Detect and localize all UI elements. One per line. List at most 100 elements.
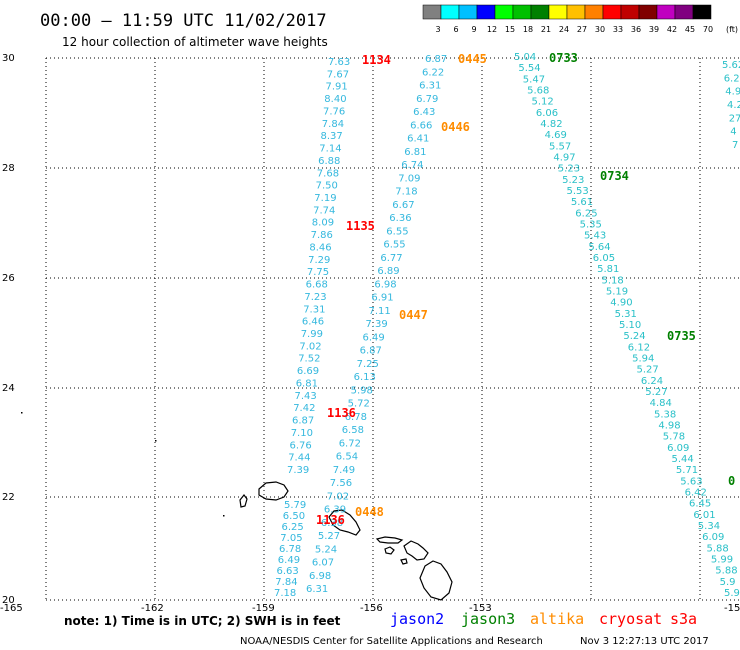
legend-swatch — [476, 4, 496, 20]
swh-value-track-d: 5.12 — [532, 97, 554, 108]
swh-value-track-b: 5.72 — [348, 399, 370, 410]
swh-value-track-e: 5.62 — [722, 60, 740, 71]
legend-value: 70 — [703, 25, 713, 34]
swh-value-track-d: 5.31 — [615, 309, 637, 320]
swh-value-track-b: 7.02 — [327, 491, 349, 502]
swh-value-track-b: 6.54 — [336, 452, 358, 463]
swh-value-track-d: 5.44 — [672, 454, 694, 465]
swh-value-track-a: 7.68 — [317, 168, 339, 179]
swh-value-track-a: 6.76 — [290, 440, 312, 451]
axis-labels: 30 28 26 24 22 20-165 -162 -159 -156 -153 -154 — [0, 53, 740, 614]
swh-value-track-a: 8.46 — [309, 243, 331, 254]
map-title: 00:00 – 11:59 UTC 11/02/2017 — [40, 11, 327, 31]
swh-value-track-d: 5.64 — [588, 242, 610, 253]
swh-value-track-d: 6.24 — [641, 376, 663, 387]
swh-value-track-d: 5.47 — [523, 74, 545, 85]
swh-value-track-c: 7.18 — [274, 588, 296, 599]
legend-cryosat: cryosat — [599, 610, 662, 628]
swh-value-track-b: 6.67 — [392, 200, 414, 211]
swh-value-track-a: 7.31 — [303, 304, 325, 315]
swh-value-track-b: 6.72 — [339, 438, 361, 449]
swh-value-track-d: 5.61 — [571, 197, 593, 208]
pass-time-cryosat: 1134 — [362, 53, 391, 67]
pass-time-altika: 0445 — [458, 52, 487, 66]
swh-value-track-a: 7.86 — [311, 230, 333, 241]
swh-value-track-c: 6.63 — [277, 566, 299, 577]
swh-value-track-b: 7.39 — [366, 319, 388, 330]
pass-time-labels: 1134 1135 1136 1136 0445 0446 0447 0448 0733 0734… — [316, 51, 735, 527]
swh-value-track-b: 6.31 — [419, 81, 441, 92]
legend-jason2: jason2 — [390, 610, 444, 628]
swh-value-track-d: 6.09 — [702, 532, 724, 543]
swh-value-track-c: 5.79 — [284, 500, 306, 511]
swh-value-track-a: 7.44 — [288, 453, 310, 464]
swh-value-track-b: 6.98 — [374, 279, 396, 290]
swh-value-track-a: 7.99 — [301, 329, 323, 340]
swh-value-track-b: 6.41 — [407, 134, 429, 145]
swh-value-track-d: 5.19 — [606, 287, 628, 298]
swh-value-track-d: 5.9 — [724, 588, 740, 599]
swh-value-track-a: 7.76 — [323, 107, 345, 118]
credit-center: NOAA/NESDIS Center for Satellite Applica… — [240, 636, 543, 647]
lon-tick-label: -162 — [141, 603, 164, 614]
legend-s3a: s3a — [670, 610, 697, 628]
swh-value-track-a: 6.88 — [318, 156, 340, 167]
lon-tick-label: -154 — [724, 603, 740, 614]
legend-swatch — [512, 4, 532, 20]
legend-altika: altika — [530, 610, 584, 628]
legend-value: 3 — [435, 25, 440, 34]
swh-value-track-b: 7.09 — [398, 173, 420, 184]
swh-value-track-b: 6.07 — [312, 558, 334, 569]
legend-swatch — [620, 4, 640, 20]
legend-swatch — [692, 4, 712, 20]
pass-time-altika: 0448 — [355, 505, 384, 519]
lat-tick-label: 28 — [2, 163, 15, 174]
swh-value-track-b: 6.31 — [306, 584, 328, 595]
swh-value-track-b: 6.13 — [354, 372, 376, 383]
swh-value-track-a: 7.23 — [304, 292, 326, 303]
pass-time-cryosat: 1136 — [327, 406, 356, 420]
legend-swatch — [656, 4, 676, 20]
legend-value: 15 — [505, 25, 515, 34]
swh-value-track-d: 5.9 — [720, 577, 736, 588]
swh-value-track-c: 6.25 — [282, 522, 304, 533]
swh-value-track-d: 6.12 — [628, 342, 650, 353]
pass-time-jason3: 0733 — [549, 51, 578, 65]
lon-tick-label: -153 — [469, 603, 492, 614]
swh-value-track-b: 6.77 — [380, 253, 402, 264]
swh-value-track-b: 6.81 — [404, 147, 426, 158]
swh-value-track-b: 7.49 — [333, 465, 355, 476]
swh-value-track-b: 6.66 — [410, 120, 432, 131]
pass-time-jason3: 0735 — [667, 329, 696, 343]
swh-value-track-c: 6.78 — [279, 544, 301, 555]
swh-value-track-a: 6.87 — [292, 416, 314, 427]
swh-value-track-a: 7.84 — [322, 119, 344, 130]
islet-1 — [155, 440, 157, 442]
hawaiian-islands — [21, 412, 453, 601]
lat-tick-label: 22 — [2, 492, 15, 503]
legend-swatch — [494, 4, 514, 20]
swh-value-track-a: 7.63 — [328, 57, 350, 68]
swh-value-track-e: 6.2 — [724, 73, 740, 84]
swh-value-track-b: 5.24 — [315, 544, 337, 555]
swh-value-track-c: 7.84 — [275, 577, 297, 588]
legend-value: 24 — [559, 25, 569, 34]
swh-value-track-b: 6.78 — [345, 412, 367, 423]
swh-value-track-e: 4 — [730, 127, 736, 138]
legend-value: 42 — [667, 25, 677, 34]
island-niihau — [239, 494, 248, 508]
swh-value-track-b: 6.98 — [309, 571, 331, 582]
legend-jason3: jason3 — [461, 610, 515, 628]
swh-value-track-d: 5.27 — [637, 365, 659, 376]
swh-value-track-d: 5.35 — [580, 220, 602, 231]
legend-swatch — [566, 4, 586, 20]
legend-value: 21 — [541, 25, 551, 34]
swh-value-track-b: 6.38 — [321, 518, 343, 529]
lon-tick-label: -165 — [0, 603, 23, 614]
lat-tick-label: 24 — [2, 383, 15, 394]
legend-swatch — [422, 4, 442, 20]
swh-value-track-a: 7.91 — [326, 82, 348, 93]
credit-timestamp: Nov 3 12:27:13 UTC 2017 — [580, 636, 709, 647]
swh-value-track-b: 5.27 — [318, 531, 340, 542]
swh-value-track-b: 6.87 — [425, 54, 447, 65]
